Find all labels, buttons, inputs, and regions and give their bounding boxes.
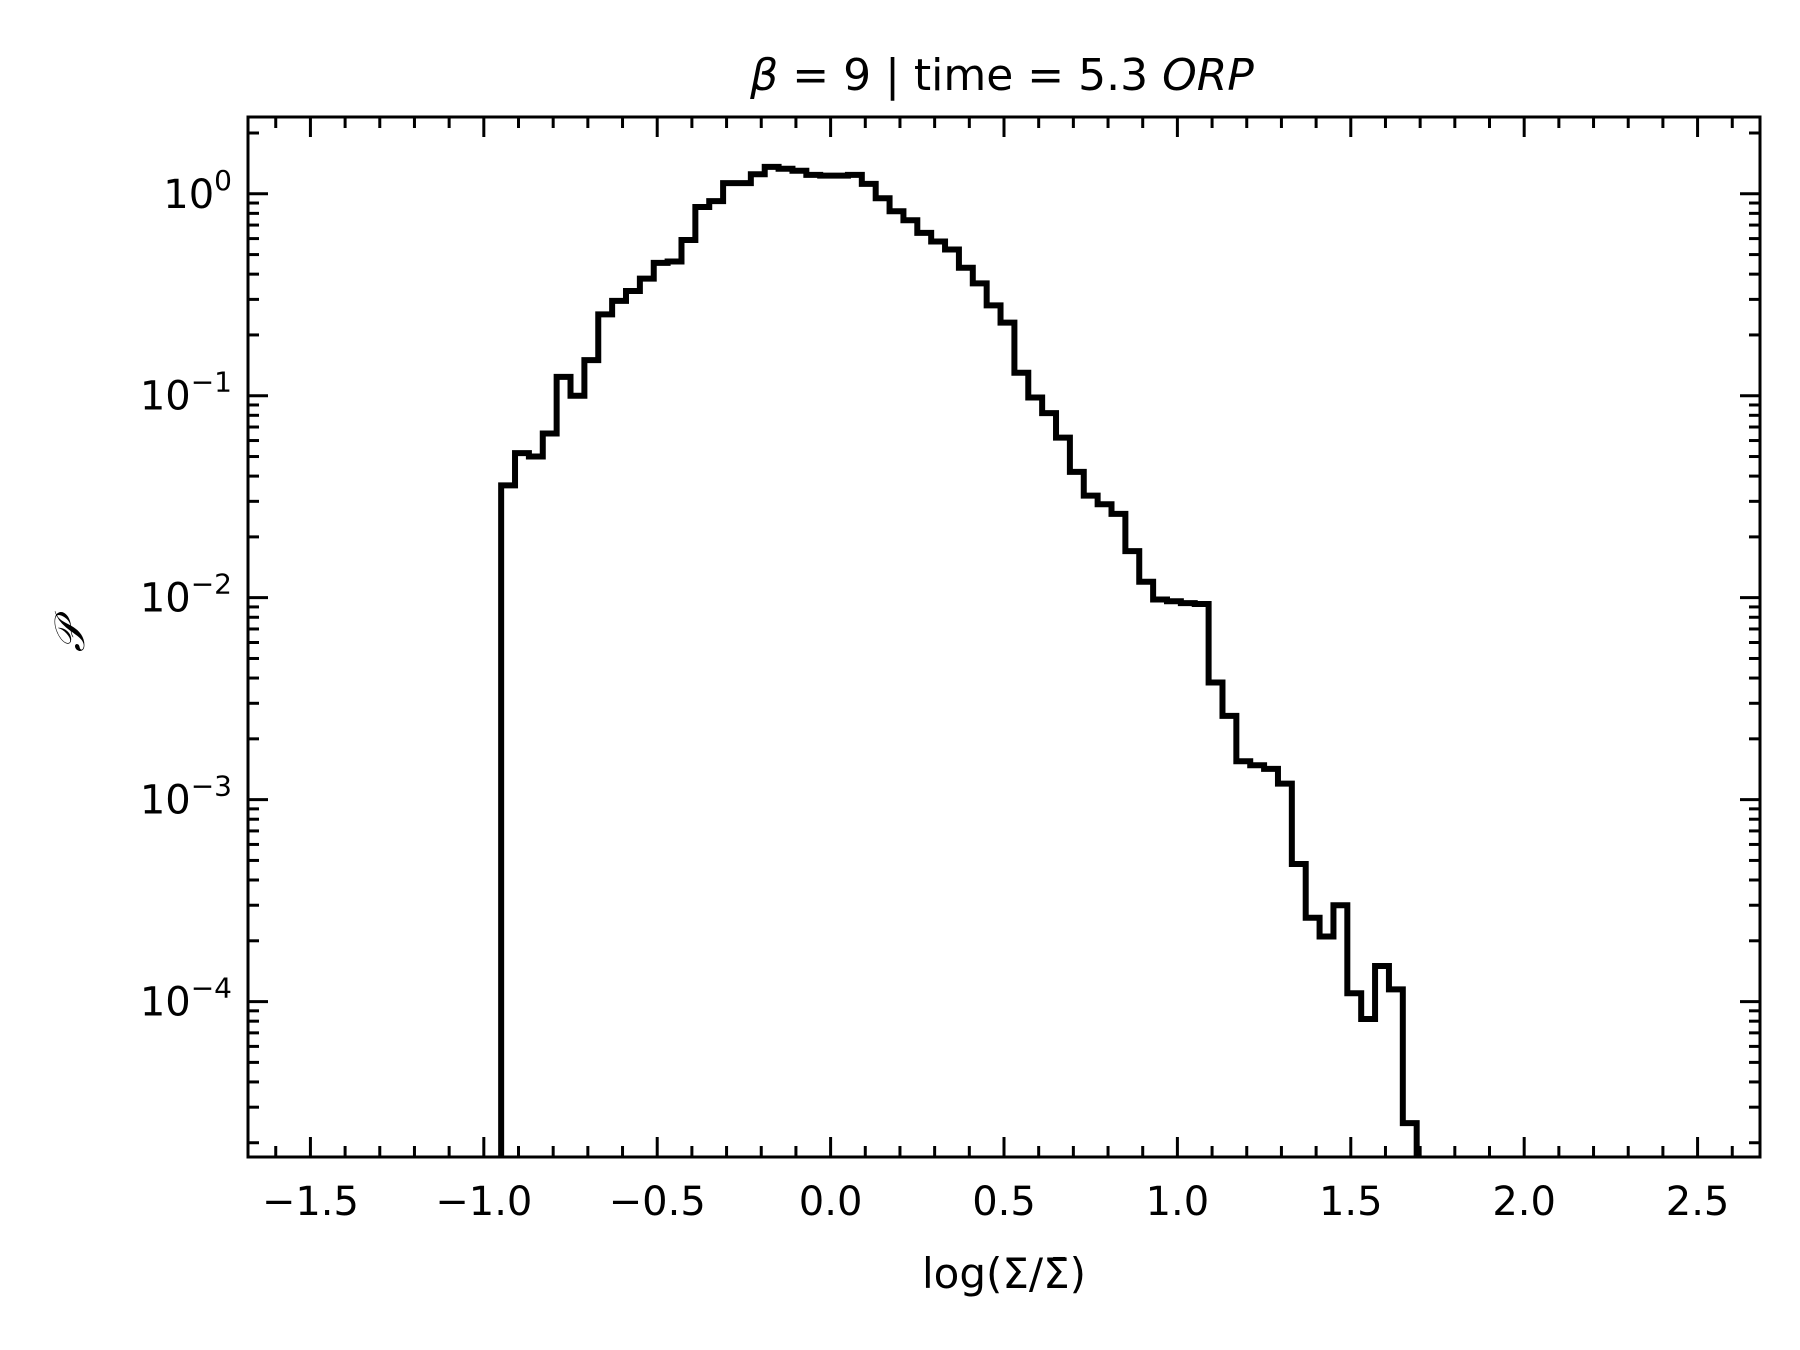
plot-frame [246,115,1762,1159]
x-axis-ticks: −1.5 −1.0 −0.5 0.0 0.5 1.0 1.5 2.0 2.5 [262,117,1734,1225]
x-tick-label: 0.5 [972,1179,1036,1225]
y-tick-label: 100 [163,164,232,218]
title-beta: β [749,50,778,101]
x-tick-label: 1.5 [1319,1179,1383,1225]
histogram-step-line [498,163,1420,1157]
x-tick-label: 2.0 [1492,1179,1556,1225]
y-axis-ticks: 100 10−1 10−2 10−3 10−4 [140,131,1760,1145]
x-tick-label: −1.0 [435,1179,532,1225]
x-tick-label: 0.0 [799,1179,863,1225]
y-tick-label: 10−1 [140,366,232,420]
x-tick-label: 1.0 [1146,1179,1210,1225]
x-tick-label: −1.5 [262,1179,359,1225]
title-middle: = 9 | time = 5.3 [778,50,1162,101]
x-tick-label: 2.5 [1666,1179,1730,1225]
y-axis-label: 𝒫 [45,611,94,652]
x-tick-label: −0.5 [609,1179,706,1225]
y-tick-label: 10−3 [140,770,232,824]
y-tick-label: 10−2 [140,568,232,622]
y-tick-label: 10−4 [140,972,232,1026]
chart-title: β = 9 | time = 5.3 ORP [749,50,1254,101]
x-axis-label: log(Σ/Σ̄) [922,1249,1086,1298]
title-unit: ORP [1162,50,1254,101]
